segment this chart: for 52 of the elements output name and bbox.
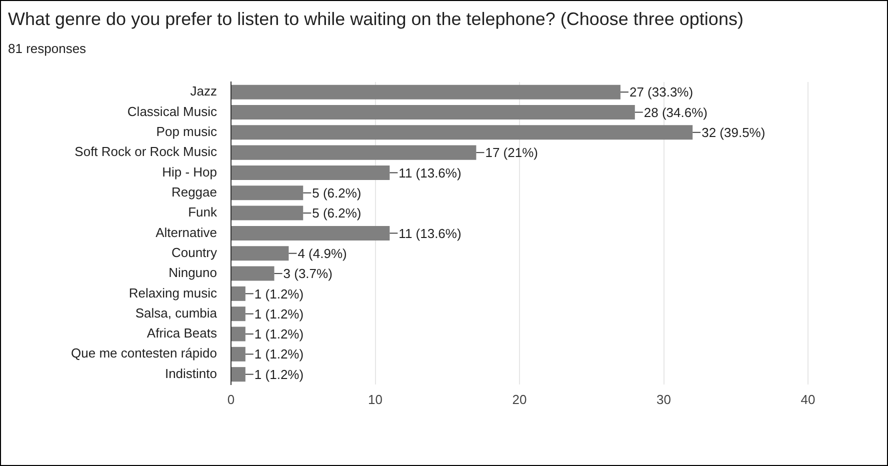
data-label: 5 (6.2%)	[312, 206, 362, 221]
x-tick-label: 10	[368, 392, 382, 407]
bar	[232, 165, 390, 180]
chart-title: What genre do you prefer to listen to while waiting on the telephone? (Choose three options)	[8, 9, 744, 30]
bar	[232, 186, 304, 200]
y-tick-label: Indistinto	[164, 366, 217, 381]
bar	[232, 145, 476, 160]
data-label: 1 (1.2%)	[254, 366, 304, 382]
data-label: 5 (6.2%)	[312, 185, 362, 200]
y-tick-label: Soft Rock or Rock Music	[74, 144, 218, 160]
y-tick-label: Salsa, cumbia	[135, 305, 218, 320]
data-label: 11 (13.6%)	[398, 226, 462, 241]
bar	[232, 286, 246, 301]
bar	[232, 306, 246, 322]
bar	[232, 226, 390, 240]
y-tick-label: Alternative	[156, 224, 217, 240]
bar	[232, 84, 620, 100]
data-label: 28 (34.6%)	[644, 104, 708, 120]
x-tick-label: 40	[800, 392, 816, 407]
x-tick-label: 30	[656, 392, 671, 407]
bar	[232, 104, 635, 120]
data-label: 4 (4.9%)	[298, 246, 347, 261]
y-tick-label: Jazz	[190, 84, 217, 99]
y-tick-label: Relaxing music	[128, 285, 218, 300]
y-tick-label: Que me contesten rápido	[71, 346, 217, 361]
bar	[232, 206, 304, 220]
data-label: 3 (3.7%)	[283, 266, 332, 282]
y-tick-label: Funk	[188, 204, 218, 220]
data-label: 32 (39.5%)	[702, 124, 766, 140]
bar	[232, 367, 246, 382]
data-label: 11 (13.6%)	[398, 165, 462, 180]
bar	[232, 326, 246, 342]
data-label: 1 (1.2%)	[254, 306, 304, 322]
bar	[232, 246, 289, 261]
y-tick-label: Hip - Hop	[162, 164, 217, 180]
data-label: 1 (1.2%)	[254, 346, 304, 362]
bar	[232, 266, 274, 281]
y-tick-label: Classical Music	[127, 104, 218, 119]
y-tick-label: Pop music	[156, 124, 218, 139]
x-tick-label: 0	[227, 392, 235, 407]
data-label: 1 (1.2%)	[254, 286, 304, 302]
text: 81 responses	[8, 41, 86, 56]
x-tick-label: 20	[512, 392, 527, 407]
y-tick-label: Africa Beats	[146, 326, 218, 341]
data-label: 1 (1.2%)	[254, 326, 304, 342]
y-tick-label: Country	[171, 244, 218, 260]
bar	[232, 346, 246, 362]
y-tick-label: Ninguno	[168, 265, 217, 280]
data-label: 17 (21%)	[485, 145, 538, 160]
bar	[232, 125, 693, 140]
y-tick-label: Reggae	[171, 184, 217, 200]
data-label: 27 (33.3%)	[629, 84, 694, 100]
